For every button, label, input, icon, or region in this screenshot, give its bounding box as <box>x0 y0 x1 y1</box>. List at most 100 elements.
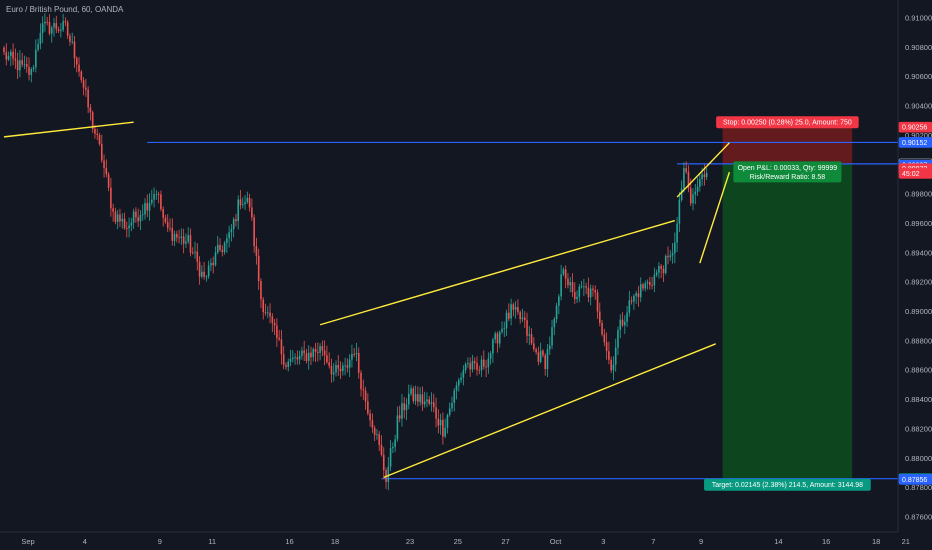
time-tick-label: 16 <box>822 537 830 546</box>
candle-body <box>278 337 280 340</box>
candle-body <box>244 202 246 205</box>
candle-body <box>658 265 660 273</box>
candle-body <box>144 203 146 215</box>
candle-body <box>348 359 351 368</box>
candle-body <box>701 174 703 180</box>
candle-body <box>503 328 506 330</box>
candle-body <box>39 32 42 44</box>
candle-body <box>621 319 624 326</box>
candle-body <box>260 281 262 300</box>
price-tick-label: 0.90200 <box>905 131 932 140</box>
candle-body <box>689 188 692 204</box>
time-tick-label: 25 <box>454 537 462 546</box>
candle-body <box>439 419 442 426</box>
candle-body <box>539 350 542 362</box>
candle-body <box>480 359 483 371</box>
candle-body <box>685 168 687 172</box>
candle-body <box>512 304 515 310</box>
candle-body <box>105 168 108 175</box>
time-axis-bg <box>0 532 932 550</box>
candle-body <box>389 448 392 467</box>
candle-body <box>526 320 528 336</box>
candle-body <box>116 214 119 222</box>
candle-body <box>212 263 215 266</box>
price-tick-label: 0.88200 <box>905 424 932 433</box>
candle-body <box>610 359 612 371</box>
candle-body <box>337 365 340 369</box>
target-zone <box>722 163 853 479</box>
time-axis[interactable]: Sep 4 9 11 16 18 23 25 27 Oct 3 7 9 14 16 18 21 <box>0 531 932 550</box>
candle-body <box>473 361 476 363</box>
candle-body <box>23 64 26 65</box>
candle-body <box>182 236 185 244</box>
price-axis[interactable]: 0.910000.908000.906000.904000.902000.900… <box>897 0 932 550</box>
candle-body <box>251 207 253 218</box>
candle-body <box>360 372 362 390</box>
candle-body <box>276 325 278 338</box>
candle-body <box>110 187 112 209</box>
candle-body <box>185 241 187 244</box>
candle-body <box>7 55 10 60</box>
candle-body <box>469 363 471 370</box>
price-tick-label: 0.89200 <box>905 278 932 287</box>
candle-body <box>596 292 599 312</box>
candle-body <box>125 228 128 229</box>
candle-body <box>674 242 676 254</box>
candle-body <box>373 427 376 436</box>
price-badge: 45:02 <box>898 168 932 179</box>
candle-body <box>69 35 71 42</box>
candle-body <box>417 394 419 402</box>
candle-body <box>346 365 349 368</box>
candle-body <box>407 393 410 405</box>
candle-body <box>207 265 210 277</box>
candle-body <box>98 134 101 145</box>
candle-body <box>560 274 562 297</box>
stop-zone <box>722 127 853 164</box>
candle-body <box>464 363 467 371</box>
candle-body <box>585 286 587 288</box>
candle-body <box>155 194 158 196</box>
candle-body <box>369 413 371 421</box>
candle-body <box>444 427 446 437</box>
candle-body <box>376 434 378 436</box>
candle-body <box>364 390 367 402</box>
candle-body <box>128 225 130 229</box>
candle-body <box>699 179 701 187</box>
candle-body <box>351 354 353 360</box>
candle-body <box>219 244 221 251</box>
candle-body <box>651 285 653 286</box>
candle-body <box>176 234 178 238</box>
candle-body <box>496 333 499 344</box>
candle-body <box>78 64 80 72</box>
candle-body <box>382 454 385 471</box>
open-pnl-label-bg <box>733 161 842 183</box>
price-badge: 0.90256 <box>898 121 932 133</box>
candle-body <box>10 51 12 56</box>
candle-body <box>148 202 151 211</box>
candle-body <box>498 331 501 344</box>
candle-body <box>214 252 217 266</box>
time-tick-label: 23 <box>406 537 414 546</box>
candle-body <box>239 199 242 206</box>
candle-body <box>637 293 640 298</box>
price-tick-label: 0.89400 <box>905 248 932 257</box>
candle-body <box>321 346 324 351</box>
candle-body <box>410 388 412 394</box>
candle-body <box>342 365 344 372</box>
candle-body <box>80 71 83 81</box>
time-tick-label: 7 <box>651 537 655 546</box>
candle-body <box>692 194 694 204</box>
candle-body <box>335 365 337 373</box>
candle-body <box>628 300 631 313</box>
candle-body <box>50 27 53 34</box>
candle-body <box>307 352 310 361</box>
candle-body <box>55 23 58 30</box>
candle-body <box>328 362 330 366</box>
candle-body <box>164 217 167 223</box>
candle-body <box>476 362 478 370</box>
candle-body <box>492 339 494 354</box>
trendline <box>319 219 676 326</box>
candle-body <box>594 290 597 293</box>
candle-body <box>614 347 617 365</box>
candle-body <box>355 352 358 355</box>
